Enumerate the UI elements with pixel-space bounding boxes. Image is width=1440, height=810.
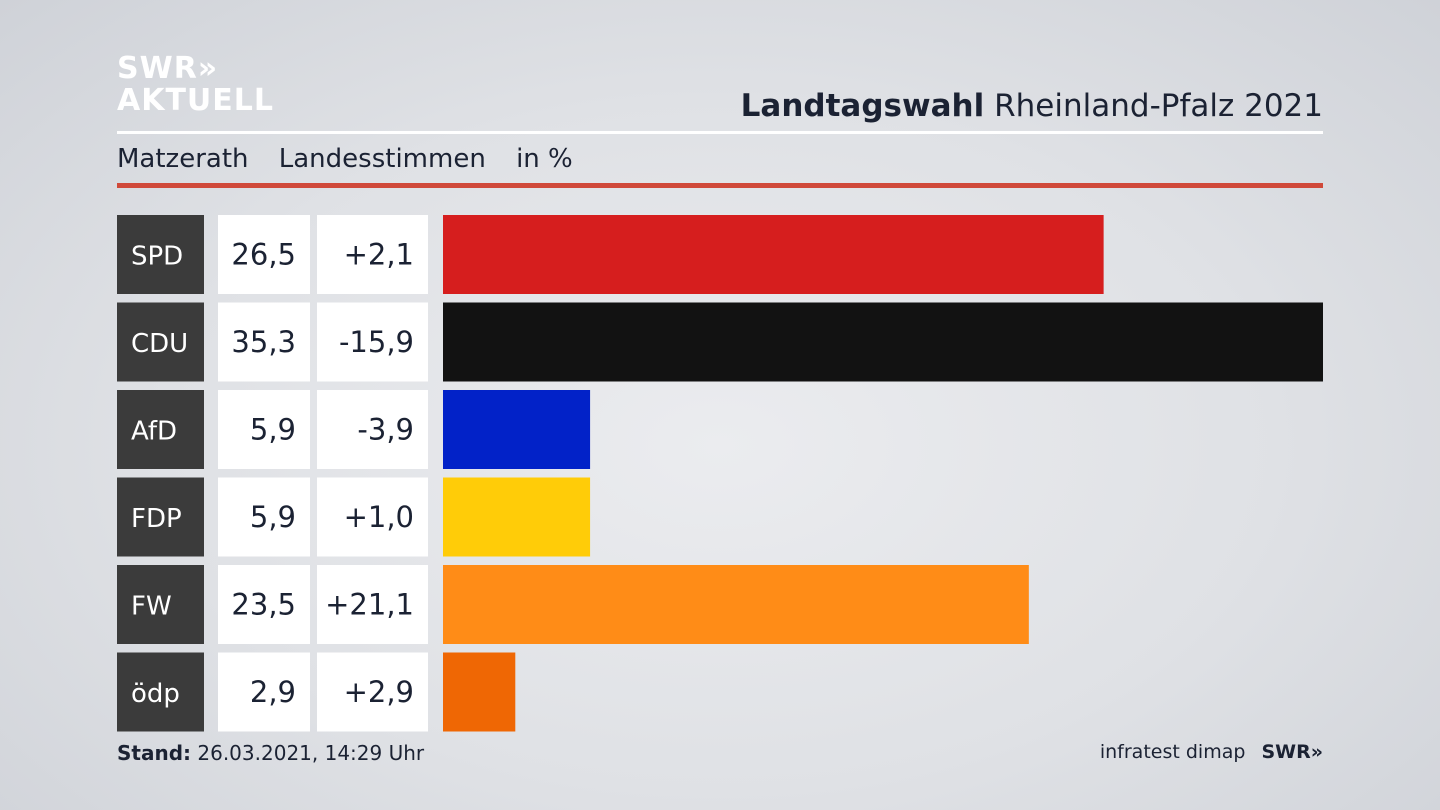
change-label-fdp: +1,0 xyxy=(344,500,414,534)
value-label-spd: 26,5 xyxy=(231,238,296,272)
change-label-afd: -3,9 xyxy=(357,413,414,447)
value-box-ödp xyxy=(218,652,310,732)
value-label-afd: 5,9 xyxy=(250,413,296,447)
value-box-fdp xyxy=(218,477,310,557)
party-label-ödp: ödp xyxy=(131,679,180,709)
stand-label: Stand: xyxy=(117,741,192,765)
value-label-fdp: 5,9 xyxy=(250,500,296,534)
party-label-fdp: FDP xyxy=(131,504,182,534)
value-label-cdu: 35,3 xyxy=(231,325,296,359)
page-title: Landtagswahl Rheinland-Pfalz 2021 xyxy=(741,88,1323,124)
party-label-fw: FW xyxy=(131,592,172,622)
subtitle: Matzerath Landesstimmen in % xyxy=(117,144,595,174)
bar-ödp xyxy=(443,652,516,732)
source-label: infratest dimap xyxy=(1099,741,1246,763)
title-rest: Rheinland-Pfalz 2021 xyxy=(994,88,1323,124)
value-box-spd xyxy=(218,215,310,294)
change-label-cdu: -15,9 xyxy=(339,325,414,359)
party-label-box-ödp xyxy=(117,652,204,732)
bar-afd xyxy=(443,390,591,469)
bar-cdu xyxy=(443,302,1323,382)
party-label-spd: SPD xyxy=(131,242,183,272)
bar-fw xyxy=(443,565,1029,644)
subtitle-place: Matzerath xyxy=(117,144,249,174)
value-label-ödp: 2,9 xyxy=(250,675,296,709)
value-box-cdu xyxy=(218,302,310,382)
change-box-fdp xyxy=(317,477,428,557)
swr-aktuell-logo: SWR» AKTUELL xyxy=(117,54,274,116)
bar-spd xyxy=(443,215,1104,294)
stand-value: 26.03.2021, 14:29 Uhr xyxy=(197,741,425,765)
change-label-fw: +21,1 xyxy=(325,588,414,622)
title-bold: Landtagswahl xyxy=(740,88,985,124)
change-box-cdu xyxy=(317,302,428,382)
title-divider xyxy=(117,131,1323,134)
party-label-box-spd xyxy=(117,215,204,294)
value-box-afd xyxy=(218,390,310,469)
value-label-fw: 23,5 xyxy=(231,588,296,622)
bar-fdp xyxy=(443,477,591,557)
logo-line-2: AKTUELL xyxy=(117,83,275,118)
party-label-box-cdu xyxy=(117,302,204,382)
party-label-box-fw xyxy=(117,565,204,644)
source-credit: infratest dimap SWR» xyxy=(1100,741,1323,763)
timestamp: Stand: 26.03.2021, 14:29 Uhr xyxy=(117,741,424,765)
party-label-afd: AfD xyxy=(131,417,177,447)
change-label-spd: +2,1 xyxy=(344,238,414,272)
subtitle-type: Landesstimmen xyxy=(278,144,486,174)
party-label-box-afd xyxy=(117,390,204,469)
logo-line-1: SWR» xyxy=(117,51,219,86)
swr-brand-logo: SWR» xyxy=(1261,741,1323,763)
change-box-spd xyxy=(317,215,428,294)
accent-divider xyxy=(117,183,1323,188)
subtitle-unit: in % xyxy=(516,144,573,174)
party-label-box-fdp xyxy=(117,477,204,557)
party-label-cdu: CDU xyxy=(131,329,188,359)
change-box-ödp xyxy=(317,652,428,732)
change-label-ödp: +2,9 xyxy=(344,675,414,709)
change-box-fw xyxy=(317,565,428,644)
value-box-fw xyxy=(218,565,310,644)
change-box-afd xyxy=(317,390,428,469)
